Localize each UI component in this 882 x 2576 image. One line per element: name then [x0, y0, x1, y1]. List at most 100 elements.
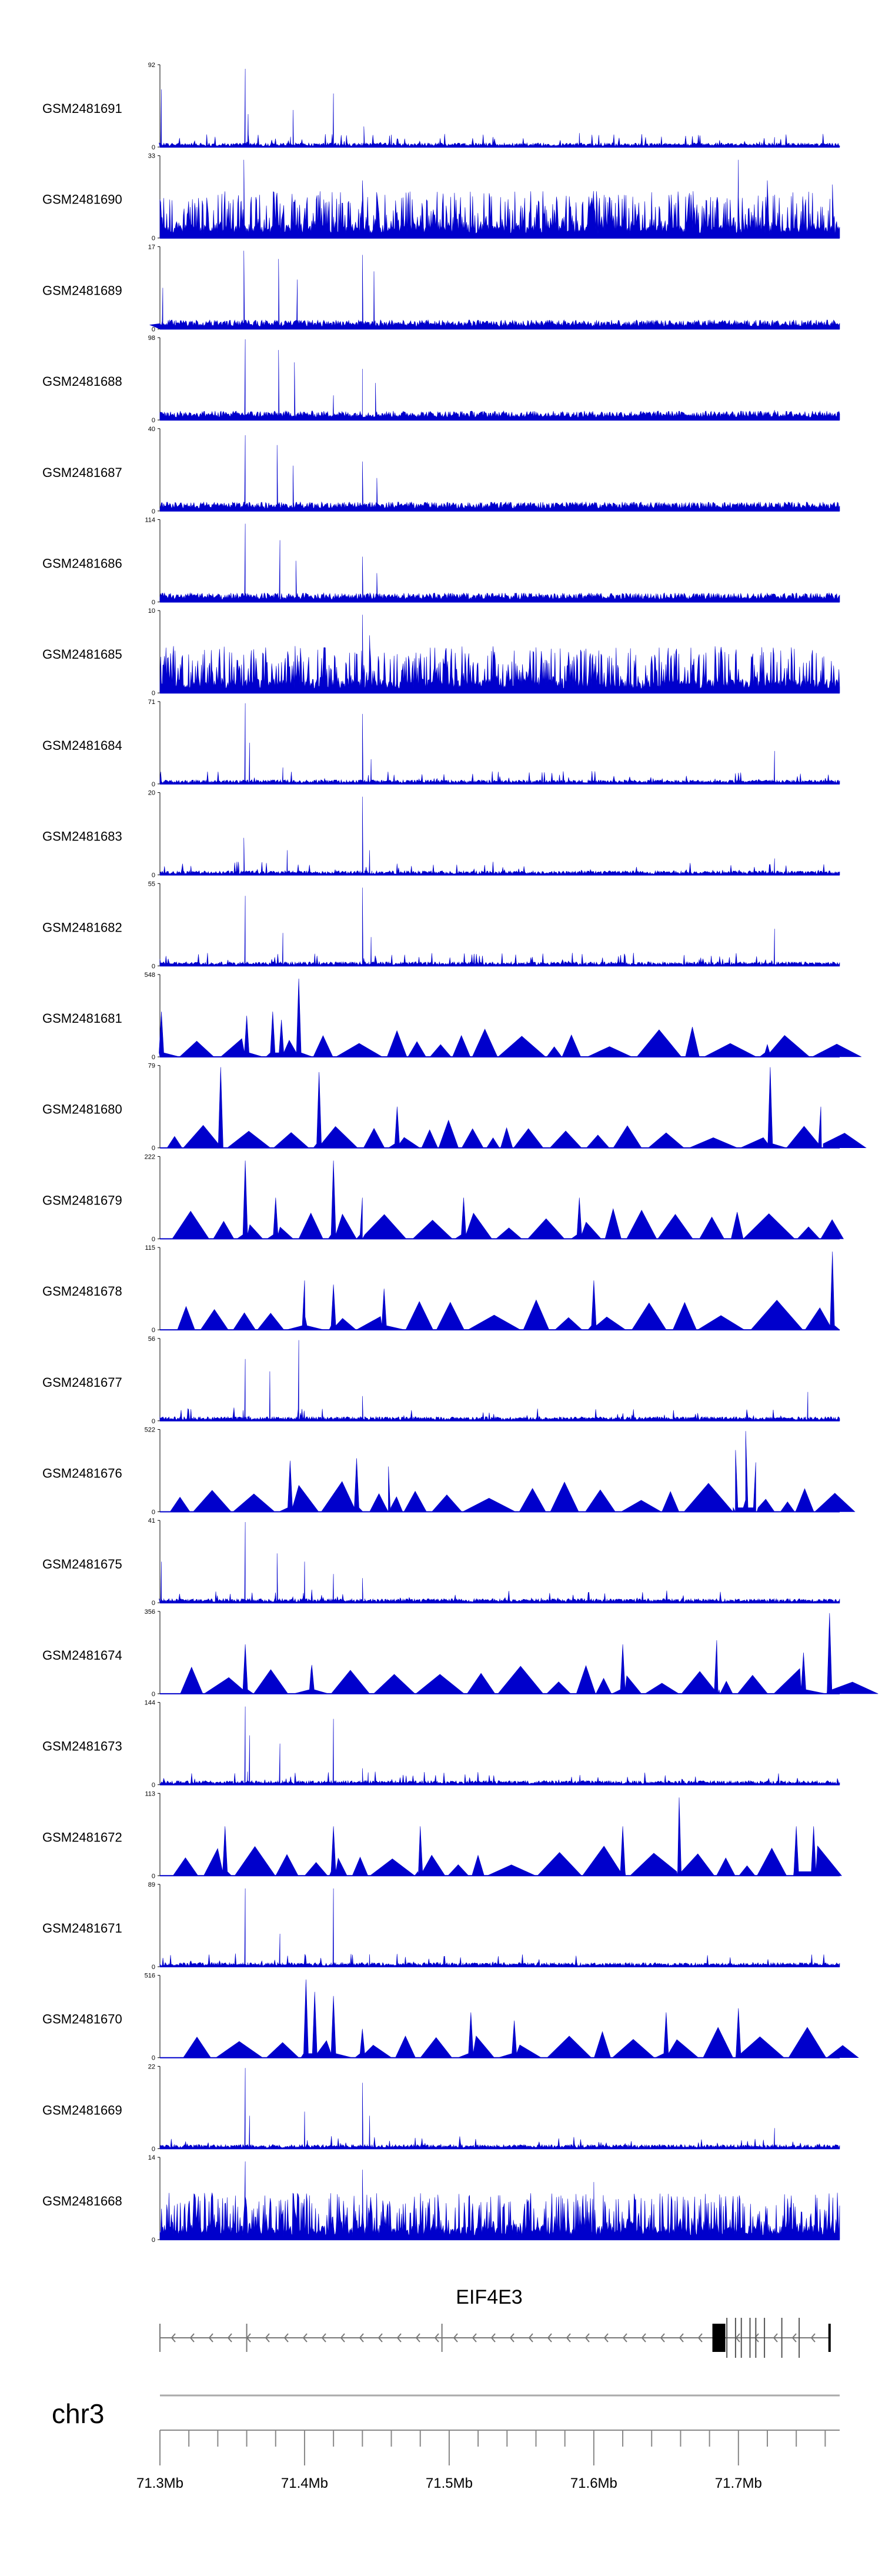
track-GSM2481686: GSM2481686 114 0	[42, 517, 840, 606]
track-label: GSM2481691	[42, 101, 122, 116]
coverage-area	[160, 1979, 859, 2058]
coverage-area	[159, 1888, 840, 1967]
y-min-label: 0	[152, 1873, 155, 1880]
strand-arrow	[641, 2333, 646, 2343]
strand-arrow	[490, 2333, 496, 2343]
track-GSM2481679: GSM2481679 222 0	[42, 1153, 844, 1243]
track-GSM2481690: GSM2481690 33 0	[42, 153, 840, 242]
y-max-label: 92	[148, 62, 155, 69]
track-GSM2481676: GSM2481676 522 0	[42, 1427, 856, 1516]
track-label: GSM2481675	[42, 1557, 122, 1571]
coverage-area	[159, 1521, 840, 1603]
track-GSM2481669: GSM2481669 22 0	[42, 2063, 840, 2153]
track-label: GSM2481681	[42, 1011, 122, 1026]
coverage-area	[149, 251, 840, 329]
track-GSM2481681: GSM2481681 548 0	[42, 972, 862, 1061]
x-tick-label: 71.5Mb	[426, 2475, 473, 2491]
track-label: GSM2481687	[42, 465, 122, 480]
strand-arrow	[208, 2333, 213, 2343]
track-label: GSM2481672	[42, 1830, 122, 1844]
y-min-label: 0	[152, 690, 155, 697]
y-min-label: 0	[152, 1054, 155, 1061]
y-min-label: 0	[152, 1145, 155, 1152]
track-label: GSM2481683	[42, 829, 122, 844]
track-GSM2481671: GSM2481671 89 0	[42, 1881, 840, 1971]
track-GSM2481691: GSM2481691 92 0	[42, 62, 840, 151]
coverage-area	[160, 1252, 840, 1330]
strand-arrow	[810, 2333, 816, 2343]
track-GSM2481678: GSM2481678 115 0	[42, 1244, 840, 1334]
strand-arrow	[189, 2333, 195, 2343]
y-min-label: 0	[152, 1327, 155, 1334]
y-max-label: 113	[145, 1790, 155, 1797]
y-max-label: 98	[148, 335, 155, 342]
y-max-label: 356	[145, 1609, 155, 1616]
coverage-area	[160, 1160, 844, 1240]
gene-label: EIF4E3	[456, 2286, 522, 2308]
coverage-area	[160, 1067, 867, 1148]
y-min-label: 0	[152, 963, 155, 970]
coverage-tracks: GSM2481691920GSM2481690330GSM2481689170G…	[42, 62, 878, 2244]
y-min-label: 0	[152, 599, 155, 606]
track-label: GSM2481690	[42, 192, 122, 207]
y-max-label: 56	[148, 1336, 155, 1343]
strand-arrow	[697, 2333, 703, 2343]
strand-arrow	[679, 2333, 684, 2343]
track-label: GSM2481678	[42, 1284, 122, 1299]
y-min-label: 0	[152, 326, 155, 333]
track-label: GSM2481685	[42, 647, 122, 662]
y-max-label: 222	[145, 1153, 155, 1160]
track-GSM2481670: GSM2481670 516 0	[42, 1973, 859, 2062]
strand-arrow	[359, 2333, 364, 2343]
coverage-area	[159, 615, 840, 693]
strand-arrow	[227, 2333, 232, 2343]
y-min-label: 0	[152, 1782, 155, 1789]
strand-arrow	[528, 2333, 533, 2343]
y-max-label: 22	[148, 2063, 155, 2070]
strand-arrow	[509, 2333, 514, 2343]
track-GSM2481689: GSM2481689 17 0	[42, 243, 840, 333]
y-max-label: 20	[148, 790, 155, 797]
x-tick-label: 71.6Mb	[570, 2475, 617, 2491]
strand-arrow	[735, 2333, 740, 2343]
coverage-area	[159, 159, 840, 238]
y-min-label: 0	[152, 235, 155, 242]
coverage-area	[159, 523, 840, 602]
track-label: GSM2481669	[42, 2103, 122, 2117]
gene-exon	[712, 2324, 726, 2352]
track-GSM2481675: GSM2481675 41 0	[42, 1517, 840, 1607]
y-max-label: 516	[145, 1973, 155, 1980]
y-max-label: 71	[148, 699, 155, 706]
track-GSM2481687: GSM2481687 40 0	[42, 426, 840, 515]
y-min-label: 0	[152, 2237, 155, 2244]
y-min-label: 0	[152, 1600, 155, 1607]
coverage-area	[159, 1706, 840, 1785]
strand-arrow	[302, 2333, 308, 2343]
track-label: GSM2481686	[42, 556, 122, 571]
strand-arrow	[791, 2333, 797, 2343]
track-label: GSM2481688	[42, 374, 122, 389]
y-min-label: 0	[152, 508, 155, 515]
y-max-label: 40	[148, 426, 155, 433]
strand-arrow	[321, 2333, 326, 2343]
track-label: GSM2481679	[42, 1193, 122, 1207]
strand-arrow	[340, 2333, 345, 2343]
track-GSM2481685: GSM2481685 10 0	[42, 608, 840, 697]
strand-arrow	[377, 2333, 383, 2343]
track-GSM2481673: GSM2481673 144 0	[42, 1700, 840, 1789]
y-min-label: 0	[152, 872, 155, 879]
track-label: GSM2481684	[42, 738, 122, 753]
coverage-area	[160, 1613, 878, 1694]
strand-arrow	[434, 2333, 439, 2343]
strand-arrow	[547, 2333, 552, 2343]
track-GSM2481684: GSM2481684 71 0	[42, 699, 840, 788]
track-label: GSM2481689	[42, 283, 122, 298]
y-min-label: 0	[152, 2055, 155, 2062]
coverage-area	[159, 887, 840, 966]
track-GSM2481677: GSM2481677 56 0	[42, 1336, 840, 1425]
y-max-label: 114	[145, 517, 155, 524]
strand-arrow	[415, 2333, 420, 2343]
y-min-label: 0	[152, 1509, 155, 1516]
y-min-label: 0	[152, 1418, 155, 1425]
